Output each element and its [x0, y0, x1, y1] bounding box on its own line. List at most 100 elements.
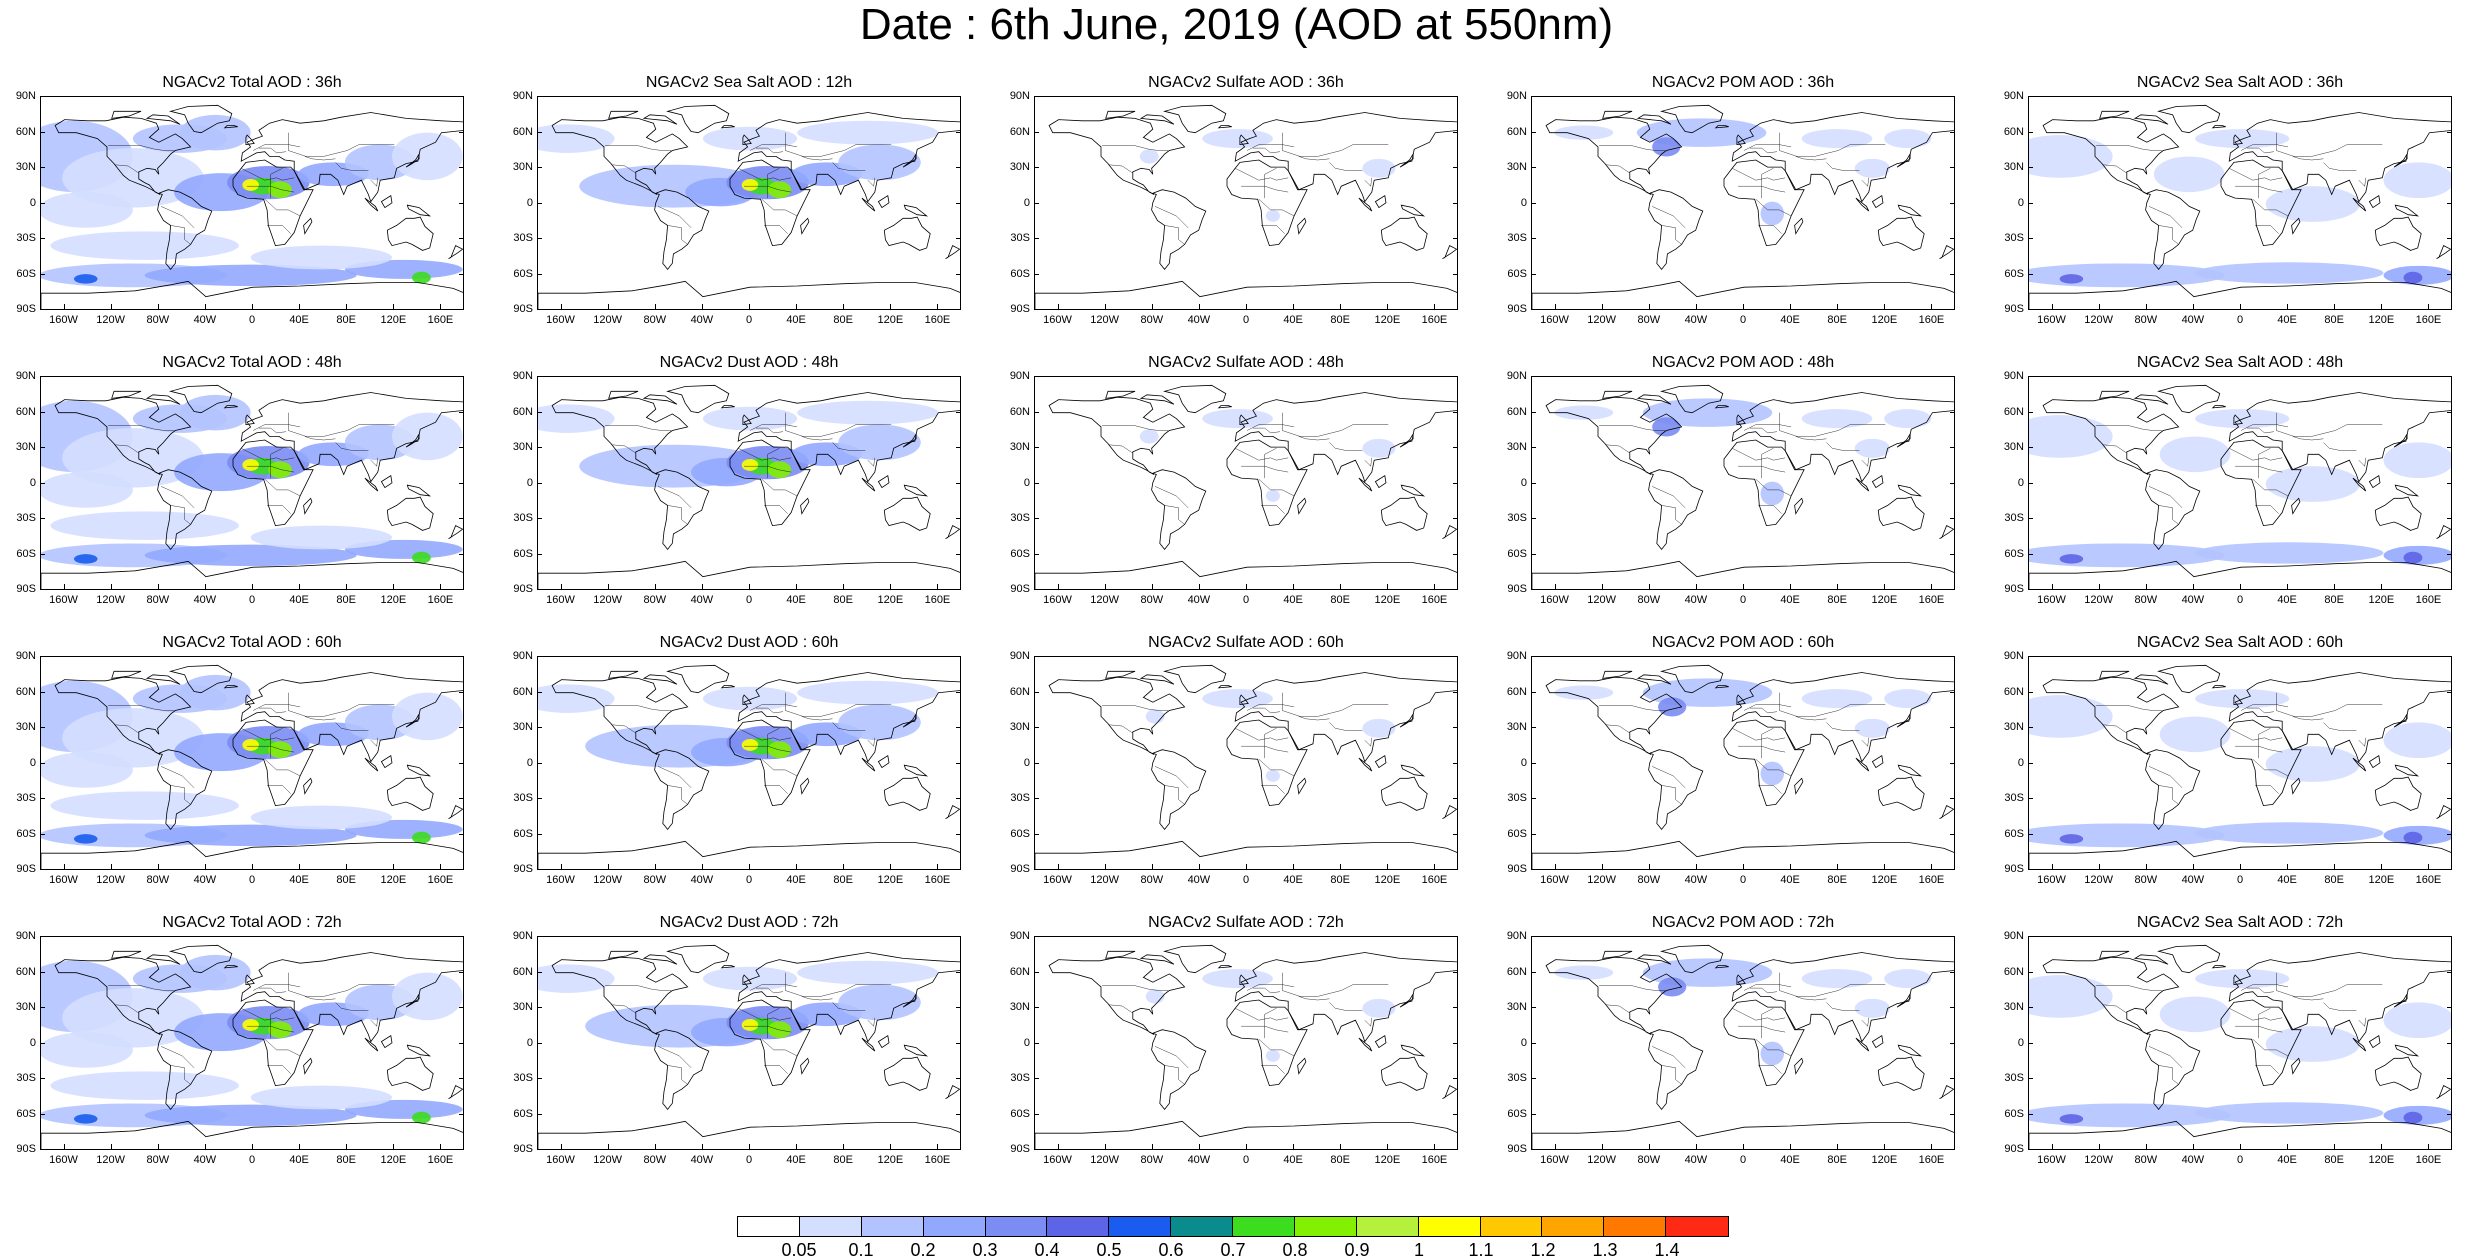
country-border	[1749, 427, 1778, 434]
lon-tick	[346, 864, 348, 870]
lat-tick	[2028, 1149, 2033, 1150]
coastline	[41, 1120, 463, 1149]
map-panel: NGACv2 Sea Salt AOD : 72h 90N 60N 30N 0 30S 60…	[1988, 914, 2473, 1166]
lon-tick	[1695, 864, 1697, 870]
lat-tick	[2028, 1078, 2033, 1079]
country-borders	[1599, 972, 1886, 1085]
lon-tick-label: 160W	[1540, 1154, 1569, 1166]
lat-tick	[1034, 798, 1039, 799]
lat-tick-label: 90S	[2004, 583, 2024, 595]
coastline	[1234, 112, 1457, 203]
lat-tick	[1531, 238, 1536, 239]
lat-tick	[1453, 691, 1458, 693]
lat-tick	[1531, 376, 1536, 377]
lon-tick	[2098, 864, 2100, 870]
lon-tick-label: 0	[2236, 594, 2244, 606]
lon-tick	[252, 864, 253, 870]
lat-tick-label: 60N	[15, 405, 36, 418]
lat-tick	[1453, 482, 1458, 484]
aod-contour	[412, 831, 431, 844]
coastline	[1163, 664, 1227, 694]
lat-tick	[1531, 1042, 1536, 1044]
country-border	[1364, 737, 1372, 747]
country-border	[2240, 984, 2289, 991]
lat-tick-label: 30N	[1506, 1001, 1527, 1013]
panel-title: NGACv2 Total AOD : 48h	[162, 354, 342, 371]
coastline	[1048, 956, 1186, 1035]
lon-tick	[1434, 584, 1436, 590]
lat-tick	[459, 411, 464, 413]
aod-contour	[2195, 1102, 2384, 1124]
lon-tick	[1387, 1144, 1389, 1150]
lon-tick	[393, 584, 395, 590]
coastline	[245, 414, 255, 426]
coastline	[157, 189, 213, 271]
lon-tick-label: 80W	[1140, 874, 1164, 886]
country-border	[1732, 1008, 1786, 1021]
coastline	[902, 712, 917, 728]
lat-tick-label: 30S	[513, 232, 533, 244]
aod-contour	[2029, 263, 2225, 288]
lat-tick	[1453, 238, 1458, 239]
coastline	[1855, 1037, 1870, 1052]
country-border	[1795, 716, 1827, 721]
map-frame	[2028, 376, 2452, 590]
aod-contour	[2159, 716, 2231, 753]
coastline	[2393, 432, 2408, 448]
panel-title: NGACv2 POM AOD : 60h	[1651, 634, 1835, 651]
coastline	[1602, 110, 1633, 119]
aod-contour	[1265, 209, 1280, 222]
lon-tick	[890, 584, 892, 590]
lon-tick	[843, 304, 845, 310]
map-panel: NGACv2 Total AOD : 72h 90N 60N 30N 0 30S 60S 90…	[0, 914, 490, 1166]
country-border	[761, 479, 798, 497]
aod-contour	[268, 1021, 292, 1039]
country-border	[1826, 162, 1860, 171]
lat-tick	[537, 202, 542, 204]
colorbar-swatch	[1480, 1217, 1543, 1236]
lat-tick	[2447, 589, 2452, 590]
country-border	[612, 164, 636, 174]
coastline	[654, 1029, 710, 1111]
lat-tick	[956, 936, 961, 937]
lon-tick	[440, 304, 442, 310]
lon-tick	[1198, 304, 1200, 310]
coastline	[169, 384, 233, 414]
coastline	[1896, 992, 1911, 1008]
country-border	[2246, 987, 2275, 994]
lon-tick-label: 160E	[1918, 314, 1945, 326]
lat-tick-label: 60S	[16, 1107, 36, 1120]
lat-tick	[537, 273, 542, 275]
map-panel: NGACv2 Sulfate AOD : 72h 90N 60N 30N 0 30S 60S…	[994, 914, 1484, 1166]
map-frame	[537, 376, 961, 590]
lon-tick	[2051, 1144, 2053, 1150]
coastline	[902, 992, 917, 1008]
lon-tick-label: 120W	[2084, 594, 2114, 606]
coastline	[861, 1037, 876, 1052]
country-border	[304, 996, 336, 1001]
lon-tick-label: 160E	[924, 314, 951, 326]
lat-tick	[1453, 1078, 1458, 1079]
coastline	[54, 676, 192, 755]
lat-tick-label: 60S	[1010, 547, 1030, 560]
lat-tick-label: 90S	[513, 1143, 533, 1155]
coastline	[1545, 956, 1683, 1035]
lon-tick-label: 120W	[2084, 1154, 2114, 1166]
lon-tick	[393, 304, 395, 310]
coastline	[1939, 525, 1954, 540]
country-border	[1795, 436, 1827, 441]
lon-tick	[2051, 864, 2053, 870]
lon-tick	[560, 304, 562, 310]
aod-contour	[1362, 998, 1396, 1018]
lat-tick-label: 0	[1520, 476, 1527, 489]
lat-tick	[2028, 447, 2033, 448]
country-border	[1826, 1002, 1860, 1011]
country-border	[1252, 987, 1281, 994]
lat-tick	[1034, 656, 1039, 657]
country-border	[1241, 185, 1289, 193]
lat-tick	[956, 96, 961, 97]
lon-tick	[701, 864, 703, 870]
coastline	[1400, 1044, 1426, 1057]
lon-tick-label: 80E	[833, 1154, 853, 1166]
country-border	[1795, 156, 1827, 161]
